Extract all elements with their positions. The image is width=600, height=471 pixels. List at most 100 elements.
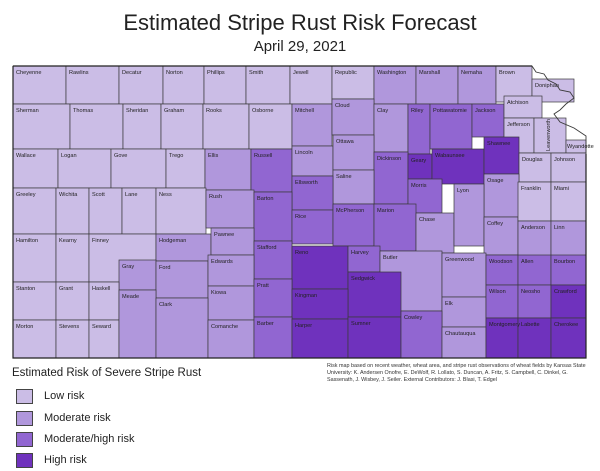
county-label-osborne: Osborne — [252, 108, 273, 114]
county-wilson — [485, 284, 519, 319]
missouri-river-border — [531, 65, 587, 154]
county-label-rush: Rush — [209, 194, 222, 200]
county-label-greeley: Greeley — [16, 192, 36, 198]
county-label-jewell: Jewell — [293, 70, 309, 76]
county-mcpherson — [332, 203, 375, 247]
county-label-republic: Republic — [335, 70, 357, 76]
county-label-chautauqua: Chautauqua — [445, 331, 476, 337]
county-logan — [57, 148, 112, 189]
county-label-reno: Reno — [295, 250, 308, 256]
county-label-smith: Smith — [249, 70, 263, 76]
legend-label-low: Low risk — [44, 390, 85, 402]
county-osborne — [248, 103, 293, 150]
county-label-elk: Elk — [445, 301, 453, 307]
county-allen — [517, 254, 552, 286]
county-kearny — [55, 233, 90, 283]
county-label-wallace: Wallace — [16, 153, 36, 159]
county-label-scott: Scott — [92, 192, 105, 198]
county-grant — [55, 281, 90, 321]
county-label-cherokee: Cherokee — [554, 322, 578, 328]
county-label-rawlins: Rawlins — [69, 70, 89, 76]
county-label-washington: Washington — [377, 70, 406, 76]
county-label-linn: Linn — [554, 225, 565, 231]
county-pottawatomie — [429, 103, 473, 150]
county-label-pawnee: Pawnee — [214, 232, 234, 238]
county-sumner — [347, 316, 402, 359]
county-coffey — [483, 216, 519, 256]
county-haskell — [88, 281, 120, 321]
county-label-lyon: Lyon — [457, 188, 469, 194]
county-label-butler: Butler — [383, 255, 398, 261]
county-stanton — [12, 281, 57, 321]
county-label-johnson: Johnson — [554, 157, 575, 163]
county-label-wabaunsee: Wabaunsee — [435, 153, 465, 159]
county-label-grant: Grant — [59, 286, 73, 292]
county-rush — [205, 189, 255, 229]
county-label-marshall: Marshall — [419, 70, 440, 76]
county-russell — [250, 148, 293, 193]
county-label-meade: Meade — [122, 294, 139, 300]
county-label-franklin: Franklin — [521, 186, 541, 192]
county-label-neosho: Neosho — [521, 289, 540, 295]
legend-label-moderate-high: Moderate/high risk — [44, 433, 135, 445]
county-label-nemaha: Nemaha — [461, 70, 483, 76]
county-label-brown: Brown — [499, 70, 515, 76]
county-label-logan: Logan — [61, 153, 77, 159]
county-label-ottawa: Ottawa — [336, 139, 355, 145]
county-label-atchison: Atchison — [507, 100, 528, 106]
county-label-chase: Chase — [419, 217, 435, 223]
county-barber — [253, 316, 293, 359]
county-label-phillips: Phillips — [207, 70, 225, 76]
county-label-ness: Ness — [159, 192, 172, 198]
county-label-morton: Morton — [16, 324, 33, 330]
county-label-wilson: Wilson — [489, 289, 506, 295]
county-label-lane: Lane — [125, 192, 137, 198]
state-outline — [12, 65, 587, 359]
county-kingman — [291, 288, 349, 320]
county-label-harvey: Harvey — [351, 250, 369, 256]
county-harper — [291, 318, 349, 359]
county-label-dickinson: Dickinson — [377, 156, 401, 162]
county-greeley — [12, 187, 57, 235]
county-label-hamilton: Hamilton — [16, 238, 38, 244]
legend-label-high: High risk — [44, 454, 87, 466]
county-ottawa — [332, 134, 375, 171]
county-label-seward: Seward — [92, 324, 111, 330]
county-gray — [118, 259, 157, 291]
county-label-crawford: Crawford — [554, 289, 577, 295]
county-mitchell — [291, 103, 333, 147]
county-label-cowley: Cowley — [404, 315, 423, 321]
county-label-marion: Marion — [377, 208, 394, 214]
county-jewell — [289, 65, 333, 105]
county-morton — [12, 319, 57, 359]
county-label-wyandotte: Wyandotte — [567, 144, 594, 150]
county-label-allen: Allen — [521, 259, 533, 265]
county-cowley — [400, 310, 443, 359]
county-lane — [121, 187, 157, 235]
county-label-norton: Norton — [166, 70, 183, 76]
county-label-gove: Gove — [114, 153, 127, 159]
county-label-ellsworth: Ellsworth — [295, 180, 318, 186]
county-label-stanton: Stanton — [16, 286, 35, 292]
county-lyon — [453, 183, 485, 247]
county-hodgeman — [155, 233, 212, 262]
county-label-douglas: Douglas — [522, 157, 543, 163]
county-label-montgomery: Montgomery — [489, 322, 520, 328]
county-label-mcpherson: McPherson — [336, 208, 364, 214]
county-label-sheridan: Sheridan — [126, 108, 148, 114]
county-label-thomas: Thomas — [73, 108, 93, 114]
legend-swatch-moderate — [16, 411, 33, 426]
county-douglas — [518, 152, 552, 183]
county-label-trego: Trego — [169, 153, 183, 159]
county-meade — [118, 289, 157, 359]
county-label-shawnee: Shawnee — [487, 141, 510, 147]
county-label-pottawatomie: Pottawatomie — [433, 108, 467, 114]
county-sherman — [12, 103, 71, 150]
data-credit: Risk map based on recent weather, wheat … — [327, 363, 586, 383]
county-franklin — [517, 181, 552, 222]
county-ellis — [204, 148, 252, 191]
county-label-graham: Graham — [164, 108, 185, 114]
county-label-edwards: Edwards — [211, 259, 233, 265]
county-label-jackson: Jackson — [475, 108, 496, 114]
legend-swatch-high — [16, 453, 33, 468]
